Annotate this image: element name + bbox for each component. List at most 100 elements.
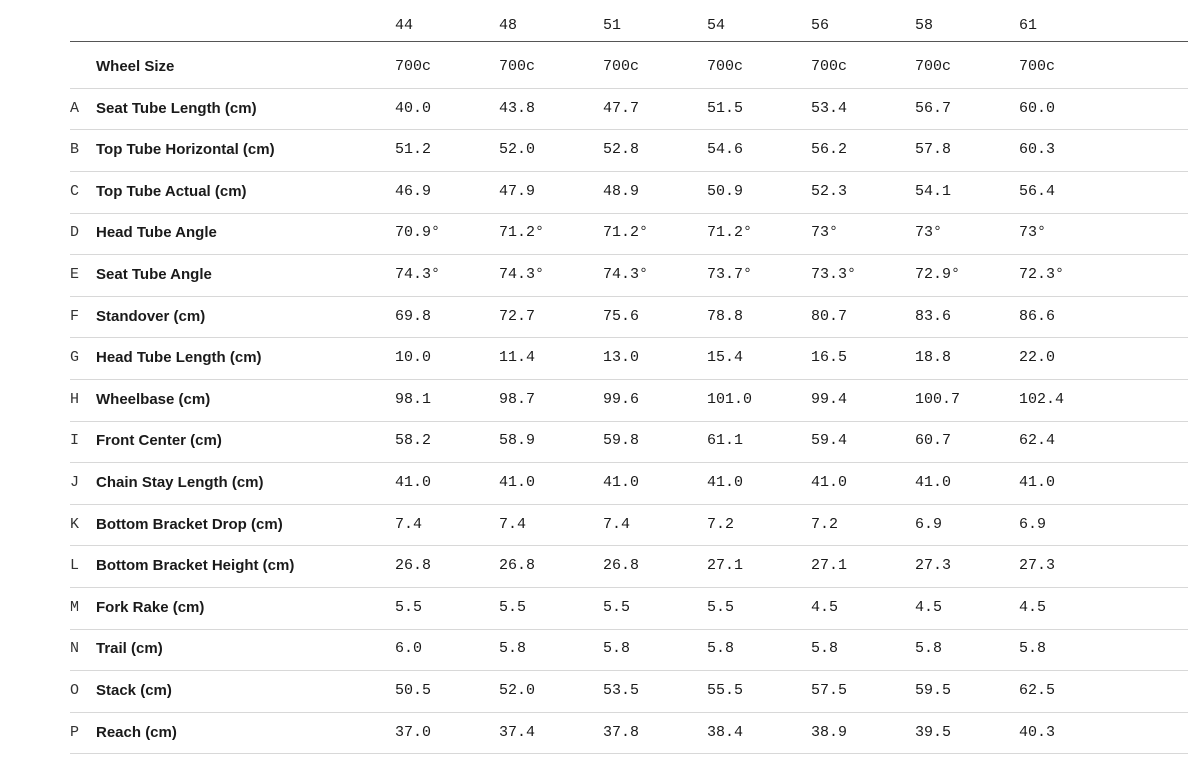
cell-value: 41.0	[499, 474, 536, 491]
cell-value: 98.7	[499, 390, 536, 408]
cell-value: 53.5	[603, 682, 640, 699]
row-divider	[70, 753, 1188, 754]
cell-value: 27.1	[811, 557, 848, 575]
cell-value: 57.8	[915, 141, 952, 159]
cell-value: 6.9	[1019, 515, 1047, 533]
cell-value: 100.7	[915, 390, 961, 408]
cell-value: 38.9	[811, 723, 848, 741]
row-letter: B	[70, 141, 80, 159]
cell-value: 73°	[1019, 224, 1047, 242]
cell-value: 55.5	[707, 682, 744, 699]
cell-value: 72.3°	[1019, 266, 1065, 283]
cell-value: 700c	[395, 58, 432, 75]
cell-value: 52.3	[811, 182, 848, 200]
row-divider	[70, 129, 1188, 130]
row-divider	[70, 712, 1188, 713]
row-letter: E	[70, 266, 80, 283]
cell-value: 5.5	[499, 598, 527, 616]
cell-value: 41.0	[603, 474, 640, 491]
row-divider	[70, 88, 1188, 89]
cell-value: 26.8	[499, 557, 536, 575]
cell-value: 57.5	[811, 682, 848, 699]
cell-value: 60.3	[1019, 141, 1056, 159]
cell-value: 27.1	[707, 557, 744, 575]
cell-value: 99.4	[811, 390, 848, 408]
row-label: Bottom Bracket Drop (cm)	[96, 515, 283, 533]
cell-value: 39.5	[915, 723, 952, 741]
size-header: 48	[499, 17, 518, 34]
row-label: Top Tube Actual (cm)	[96, 182, 247, 200]
cell-value: 52.0	[499, 682, 536, 699]
cell-value: 99.6	[603, 390, 640, 408]
header-divider	[70, 41, 1188, 42]
row-letter: C	[70, 182, 80, 200]
size-header: 58	[915, 17, 934, 34]
cell-value: 26.8	[603, 557, 640, 575]
cell-value: 37.4	[499, 723, 536, 741]
row-label: Front Center (cm)	[96, 432, 222, 450]
cell-value: 52.0	[499, 141, 536, 159]
cell-value: 700c	[603, 58, 640, 75]
row-divider	[70, 504, 1188, 505]
cell-value: 46.9	[395, 182, 432, 200]
cell-value: 15.4	[707, 349, 744, 367]
cell-value: 73°	[811, 224, 839, 242]
cell-value: 52.8	[603, 141, 640, 159]
cell-value: 22.0	[1019, 349, 1056, 367]
row-letter: N	[70, 640, 80, 658]
cell-value: 74.3°	[499, 266, 545, 283]
cell-value: 59.8	[603, 432, 640, 450]
cell-value: 60.0	[1019, 99, 1056, 117]
size-header: 54	[707, 17, 726, 34]
row-letter: G	[70, 349, 80, 367]
cell-value: 50.9	[707, 182, 744, 200]
row-label: Wheelbase (cm)	[96, 390, 211, 408]
cell-value: 56.4	[1019, 182, 1056, 200]
row-label: Seat Tube Length (cm)	[96, 99, 257, 117]
cell-value: 54.6	[707, 141, 744, 159]
cell-value: 51.2	[395, 141, 432, 159]
row-divider	[70, 171, 1188, 172]
row-divider	[70, 337, 1188, 338]
cell-value: 37.8	[603, 723, 640, 741]
row-letter: J	[70, 474, 80, 491]
cell-value: 62.4	[1019, 432, 1056, 450]
cell-value: 102.4	[1019, 390, 1065, 408]
cell-value: 38.4	[707, 723, 744, 741]
cell-value: 70.9°	[395, 224, 441, 242]
cell-value: 43.8	[499, 99, 536, 117]
cell-value: 41.0	[811, 474, 848, 491]
cell-value: 61.1	[707, 432, 744, 450]
cell-value: 78.8	[707, 307, 744, 325]
size-header: 56	[811, 17, 830, 34]
row-letter: K	[70, 515, 80, 533]
cell-value: 71.2°	[603, 224, 649, 242]
cell-value: 5.8	[1019, 640, 1047, 658]
row-label: Reach (cm)	[96, 723, 177, 741]
cell-value: 74.3°	[395, 266, 441, 283]
cell-value: 56.7	[915, 99, 952, 117]
row-divider	[70, 629, 1188, 630]
row-divider	[70, 421, 1188, 422]
row-letter: M	[70, 598, 80, 616]
row-divider	[70, 254, 1188, 255]
row-label: Seat Tube Angle	[96, 266, 212, 283]
cell-value: 5.8	[915, 640, 943, 658]
cell-value: 58.9	[499, 432, 536, 450]
row-letter: A	[70, 99, 80, 117]
cell-value: 700c	[499, 58, 536, 75]
row-label: Stack (cm)	[96, 682, 172, 699]
cell-value: 59.4	[811, 432, 848, 450]
row-label: Standover (cm)	[96, 307, 206, 325]
row-label: Chain Stay Length (cm)	[96, 474, 264, 491]
cell-value: 47.9	[499, 182, 536, 200]
cell-value: 5.8	[603, 640, 631, 658]
cell-value: 60.7	[915, 432, 952, 450]
cell-value: 54.1	[915, 182, 952, 200]
cell-value: 62.5	[1019, 682, 1056, 699]
cell-value: 73.7°	[707, 266, 753, 283]
cell-value: 40.0	[395, 99, 432, 117]
row-letter: O	[70, 682, 80, 699]
cell-value: 4.5	[811, 598, 839, 616]
